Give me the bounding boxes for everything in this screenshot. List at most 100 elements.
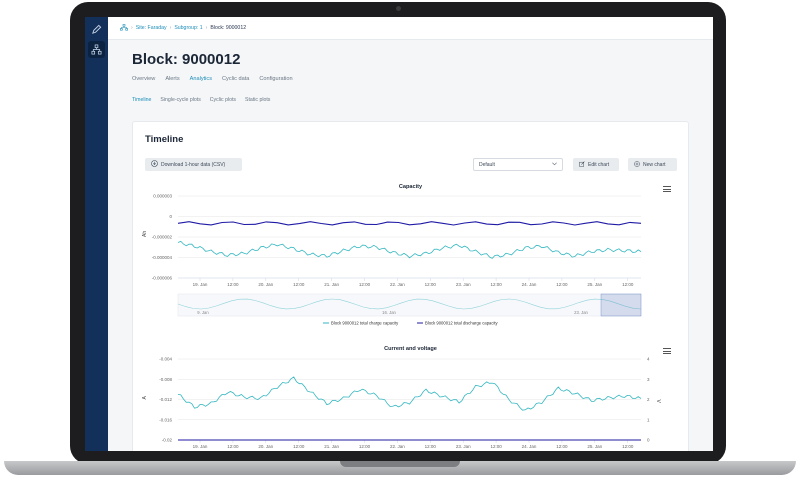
tab-configuration[interactable]: Configuration <box>259 76 293 82</box>
sub-tabs: Timeline Single-cycle plots Cyclic plots… <box>132 97 270 103</box>
x-tick-label: 24. Jan <box>522 282 537 287</box>
navigator-selection <box>600 293 642 317</box>
chevron-right-icon: › <box>131 25 133 31</box>
y-tick-label: 0.000003 <box>153 194 172 199</box>
x-tick-label: 25. Jan <box>587 282 602 287</box>
sidebar <box>85 17 108 451</box>
y2-tick-label: 3 <box>647 377 650 382</box>
chevron-down-icon <box>552 162 557 168</box>
y-tick-label: -0.012 <box>159 397 172 402</box>
x-tick-label: 19. Jan <box>193 444 208 449</box>
y-tick-label: -0.02 <box>162 438 173 443</box>
x-tick-label: 12:00 <box>293 444 305 449</box>
app-screen: › Site: Faraday › Subgroup: 1 › Block: 9… <box>85 17 713 451</box>
hierarchy-icon[interactable] <box>88 41 105 58</box>
main-tabs: Overview Alerts Analytics Cyclic data Co… <box>132 76 293 82</box>
subtab-static-plots[interactable]: Static plots <box>245 97 271 103</box>
chart-preset-select[interactable]: Default <box>473 158 563 171</box>
y2-tick-label: 4 <box>647 357 650 362</box>
x-tick-label: 19. Jan <box>193 282 208 287</box>
y-tick-label: -0.000004 <box>152 255 173 260</box>
x-tick-label: 22. Jan <box>390 444 405 449</box>
navigator-series <box>177 298 642 310</box>
y-tick-label: -0.004 <box>159 357 172 362</box>
x-tick-label: 12:00 <box>227 282 239 287</box>
navigator-label: 16. Jan <box>382 310 396 315</box>
download-csv-button[interactable]: Download 1-hour data (CSV) <box>145 158 242 171</box>
x-tick-label: 12:00 <box>227 444 239 449</box>
edit-chart-button[interactable]: Edit chart <box>573 158 619 171</box>
chevron-right-icon: › <box>205 25 208 31</box>
tab-alerts[interactable]: Alerts <box>165 76 180 82</box>
x-tick-label: 22. Jan <box>390 282 405 287</box>
chevron-right-icon: › <box>169 25 172 31</box>
breadcrumb-subgroup[interactable]: Subgroup: 1 <box>174 25 203 31</box>
capacity-chart-title: Capacity <box>398 184 423 190</box>
laptop-base <box>4 461 796 475</box>
y-tick-label: 0 <box>169 214 172 219</box>
x-tick-label: 12:00 <box>490 282 502 287</box>
pencil-icon[interactable] <box>88 21 105 38</box>
x-tick-label: 12:00 <box>622 444 634 449</box>
y-tick-label: -0.000002 <box>152 235 173 240</box>
new-chart-button[interactable]: New chart <box>628 158 677 171</box>
y2-tick-label: 0 <box>647 438 650 443</box>
x-tick-label: 23. Jan <box>456 444 471 449</box>
page-title: Block: 9000012 <box>132 51 241 68</box>
y2-tick-label: 1 <box>647 417 650 422</box>
y-tick-label: -0.016 <box>159 417 172 422</box>
hamburger-menu-icon[interactable] <box>663 186 671 192</box>
hamburger-menu-icon[interactable] <box>663 348 671 354</box>
tab-analytics[interactable]: Analytics <box>189 76 213 82</box>
x-tick-label: 12:00 <box>359 282 371 287</box>
y-axis-label: A <box>142 396 148 400</box>
new-chart-label: New chart <box>643 161 666 168</box>
x-tick-label: 12:00 <box>359 444 371 449</box>
y2-tick-label: 2 <box>647 397 650 402</box>
x-tick-label: 12:00 <box>490 444 502 449</box>
chart-preset-value: Default <box>479 161 495 168</box>
laptop-notch <box>340 461 460 467</box>
x-tick-label: 21. Jan <box>324 282 339 287</box>
plus-circle-icon <box>634 160 640 169</box>
current-voltage-chart: -0.004 -0.008 -0.012 -0.016 -0.02 4 3 2 1 0 V A 19. … <box>142 357 661 450</box>
capacity-chart-panel: Capacity 0.000003 0 -0.000002 -0.000004 -0.0… <box>133 180 688 330</box>
capacity-chart: 0.000003 0 -0.000002 -0.000004 -0.000006 Ah 19… <box>142 194 642 326</box>
download-icon <box>151 160 158 169</box>
navigator-label: 23. Jan <box>574 310 588 315</box>
x-tick-label: 20. Jan <box>258 282 273 287</box>
legend-label: Block 9000012 total charge capacity <box>331 321 399 326</box>
y-axis-label: Ah <box>142 231 148 237</box>
subtab-cyclic-plots[interactable]: Cyclic plots <box>209 97 237 103</box>
x-tick-label: 20. Jan <box>258 444 273 449</box>
tab-cyclic-data[interactable]: Cyclic data <box>222 76 250 82</box>
y-tick-label: -0.008 <box>159 377 172 382</box>
legend-label: Block 9000012 total discharge capacity <box>425 321 499 326</box>
x-tick-label: 12:00 <box>556 282 568 287</box>
x-tick-label: 25. Jan <box>587 444 602 449</box>
card-title: Timeline <box>145 134 184 145</box>
x-tick-label: 21. Jan <box>324 444 339 449</box>
x-tick-label: 23. Jan <box>456 282 471 287</box>
subtab-timeline[interactable]: Timeline <box>132 97 152 103</box>
y-tick-label: -0.000006 <box>152 276 173 281</box>
top-bar: › Site: Faraday › Subgroup: 1 › Block: 9… <box>108 17 713 40</box>
series-line-1 <box>177 376 642 411</box>
subtab-single-cycle-plots[interactable]: Single-cycle plots <box>160 97 201 103</box>
laptop-camera <box>396 6 401 11</box>
breadcrumb-site[interactable]: Site: Faraday <box>135 25 167 31</box>
edit-chart-label: Edit chart <box>588 161 610 168</box>
download-csv-label: Download 1-hour data (CSV) <box>161 161 226 168</box>
x-tick-label: 12:00 <box>425 282 437 287</box>
x-tick-label: 12:00 <box>556 444 568 449</box>
hierarchy-icon <box>120 23 128 33</box>
x-tick-label: 12:00 <box>425 444 437 449</box>
y2-axis-label: V <box>655 400 661 404</box>
x-tick-label: 24. Jan <box>522 444 537 449</box>
series-line-2 <box>177 221 642 226</box>
tab-overview[interactable]: Overview <box>132 76 156 82</box>
current-voltage-chart-title: Current and voltage <box>384 346 437 352</box>
edit-icon <box>579 160 585 169</box>
breadcrumb-block: Block: 9000012 <box>210 25 247 31</box>
current-voltage-chart-panel: Current and voltage -0.004 -0.008 -0.012 -0… <box>133 344 688 451</box>
